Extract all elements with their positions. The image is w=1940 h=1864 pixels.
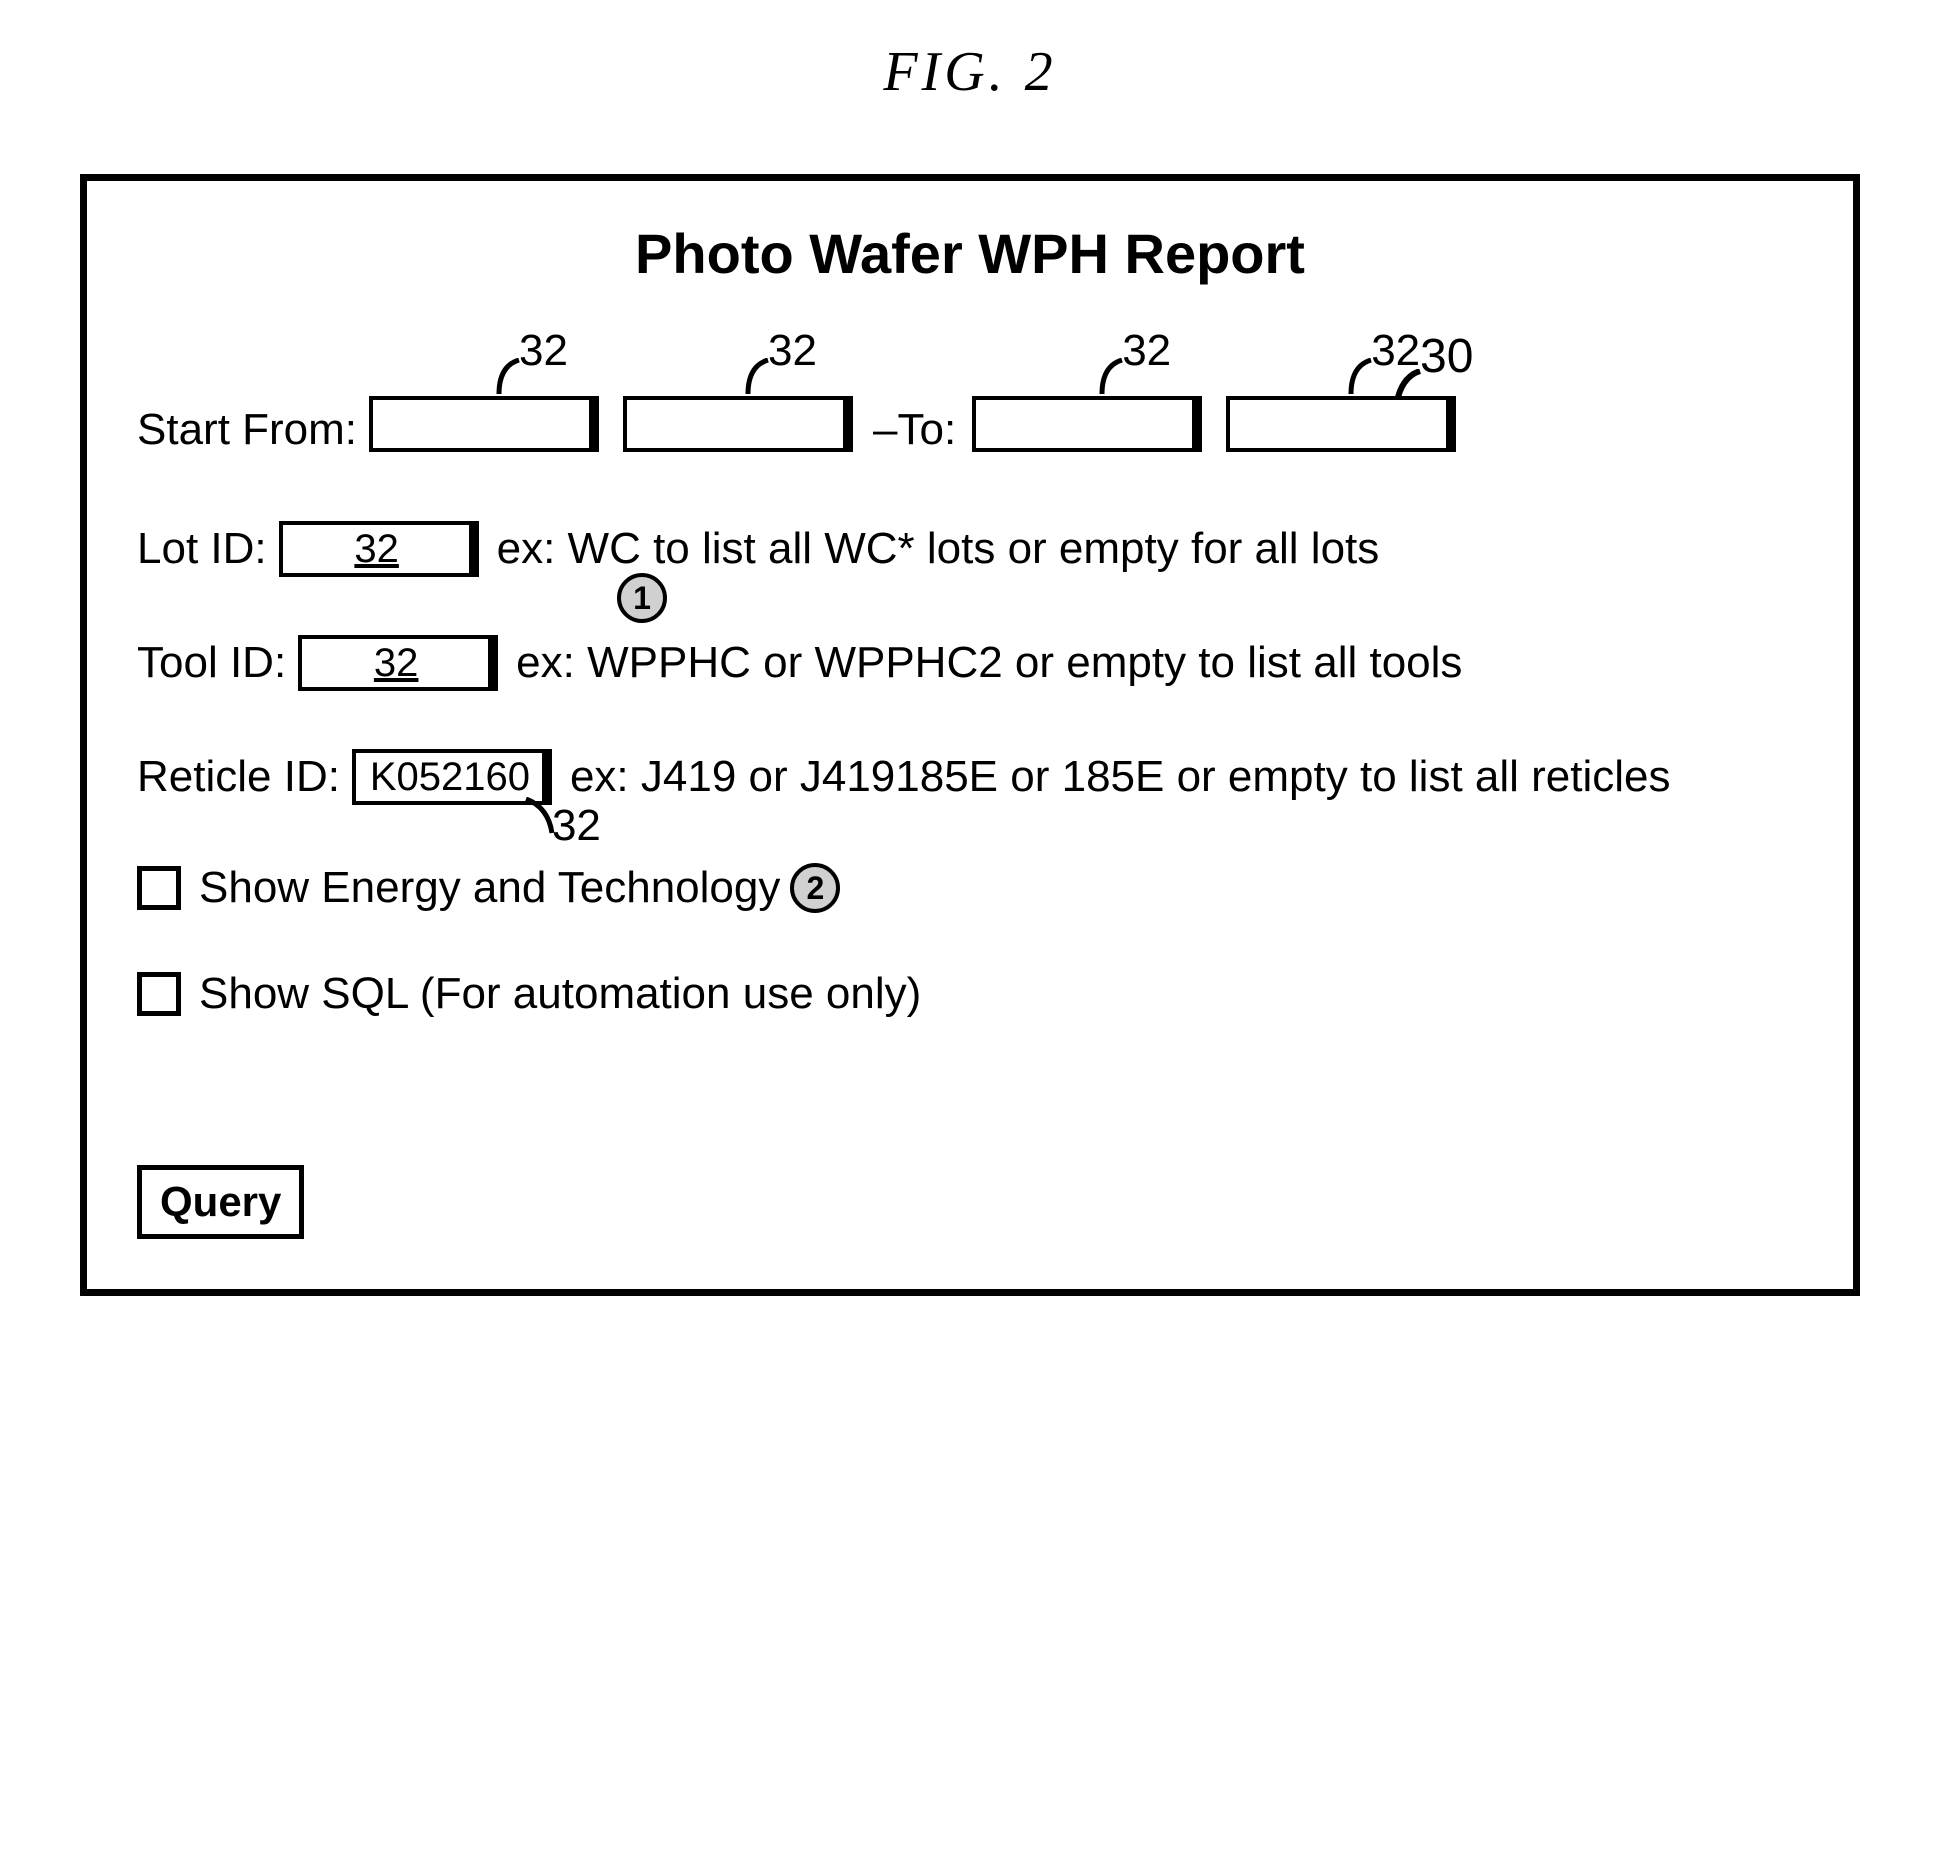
- callout-hook-icon: [1092, 358, 1132, 396]
- query-button[interactable]: Query: [137, 1165, 304, 1239]
- figure-label: FIG. 2: [40, 40, 1900, 104]
- to-label: –To:: [873, 405, 956, 455]
- callout-hook-icon: [738, 358, 778, 396]
- callout-hook-icon: [489, 358, 529, 396]
- tool-id-value: 32: [302, 639, 490, 687]
- report-form-panel: Photo Wafer WPH Report Start From: 32 32…: [80, 174, 1860, 1296]
- tool-id-label: Tool ID:: [137, 638, 286, 688]
- reticle-id-value: K052160: [356, 753, 544, 801]
- reticle-id-hint: ex: J419 or J419185E or 185E or empty to…: [570, 752, 1671, 802]
- show-sql-checkbox[interactable]: [137, 972, 181, 1016]
- lot-id-value: 32: [283, 525, 471, 573]
- show-energy-checkbox[interactable]: [137, 866, 181, 910]
- reticle-id-label: Reticle ID:: [137, 752, 340, 802]
- start-from-row: Start From: 32 32 –To: 32: [137, 396, 1803, 463]
- show-sql-row: Show SQL (For automation use only): [137, 969, 1803, 1019]
- start-from-field-1[interactable]: [369, 396, 599, 452]
- tool-id-input[interactable]: 32: [298, 635, 498, 691]
- lot-id-input[interactable]: 32: [279, 521, 479, 577]
- callout-hook-icon: [1341, 358, 1381, 396]
- show-sql-label: Show SQL (For automation use only): [199, 969, 921, 1019]
- show-energy-label: Show Energy and Technology: [199, 863, 780, 913]
- callout-hook-icon: [520, 797, 560, 835]
- reticle-id-row: Reticle ID: K052160 32 ex: J419 or J4191…: [137, 749, 1803, 805]
- start-from-label: Start From:: [137, 405, 357, 455]
- step-marker-2: 2: [790, 863, 840, 913]
- lot-id-hint: ex: WC to list all WC* lots or empty for…: [497, 524, 1380, 574]
- to-field-2[interactable]: [1226, 396, 1456, 452]
- start-from-field-2[interactable]: [623, 396, 853, 452]
- show-energy-row: Show Energy and Technology 2: [137, 863, 1803, 913]
- tool-id-row: Tool ID: 32 ex: WPPHC or WPPHC2 or empty…: [137, 635, 1803, 691]
- to-field-1[interactable]: [972, 396, 1202, 452]
- lot-id-row: Lot ID: 32 ex: WC to list all WC* lots o…: [137, 521, 1803, 577]
- tool-id-hint: ex: WPPHC or WPPHC2 or empty to list all…: [516, 638, 1462, 688]
- form-title: Photo Wafer WPH Report: [137, 221, 1803, 286]
- step-marker-1: 1: [617, 573, 667, 623]
- lot-id-label: Lot ID:: [137, 524, 267, 574]
